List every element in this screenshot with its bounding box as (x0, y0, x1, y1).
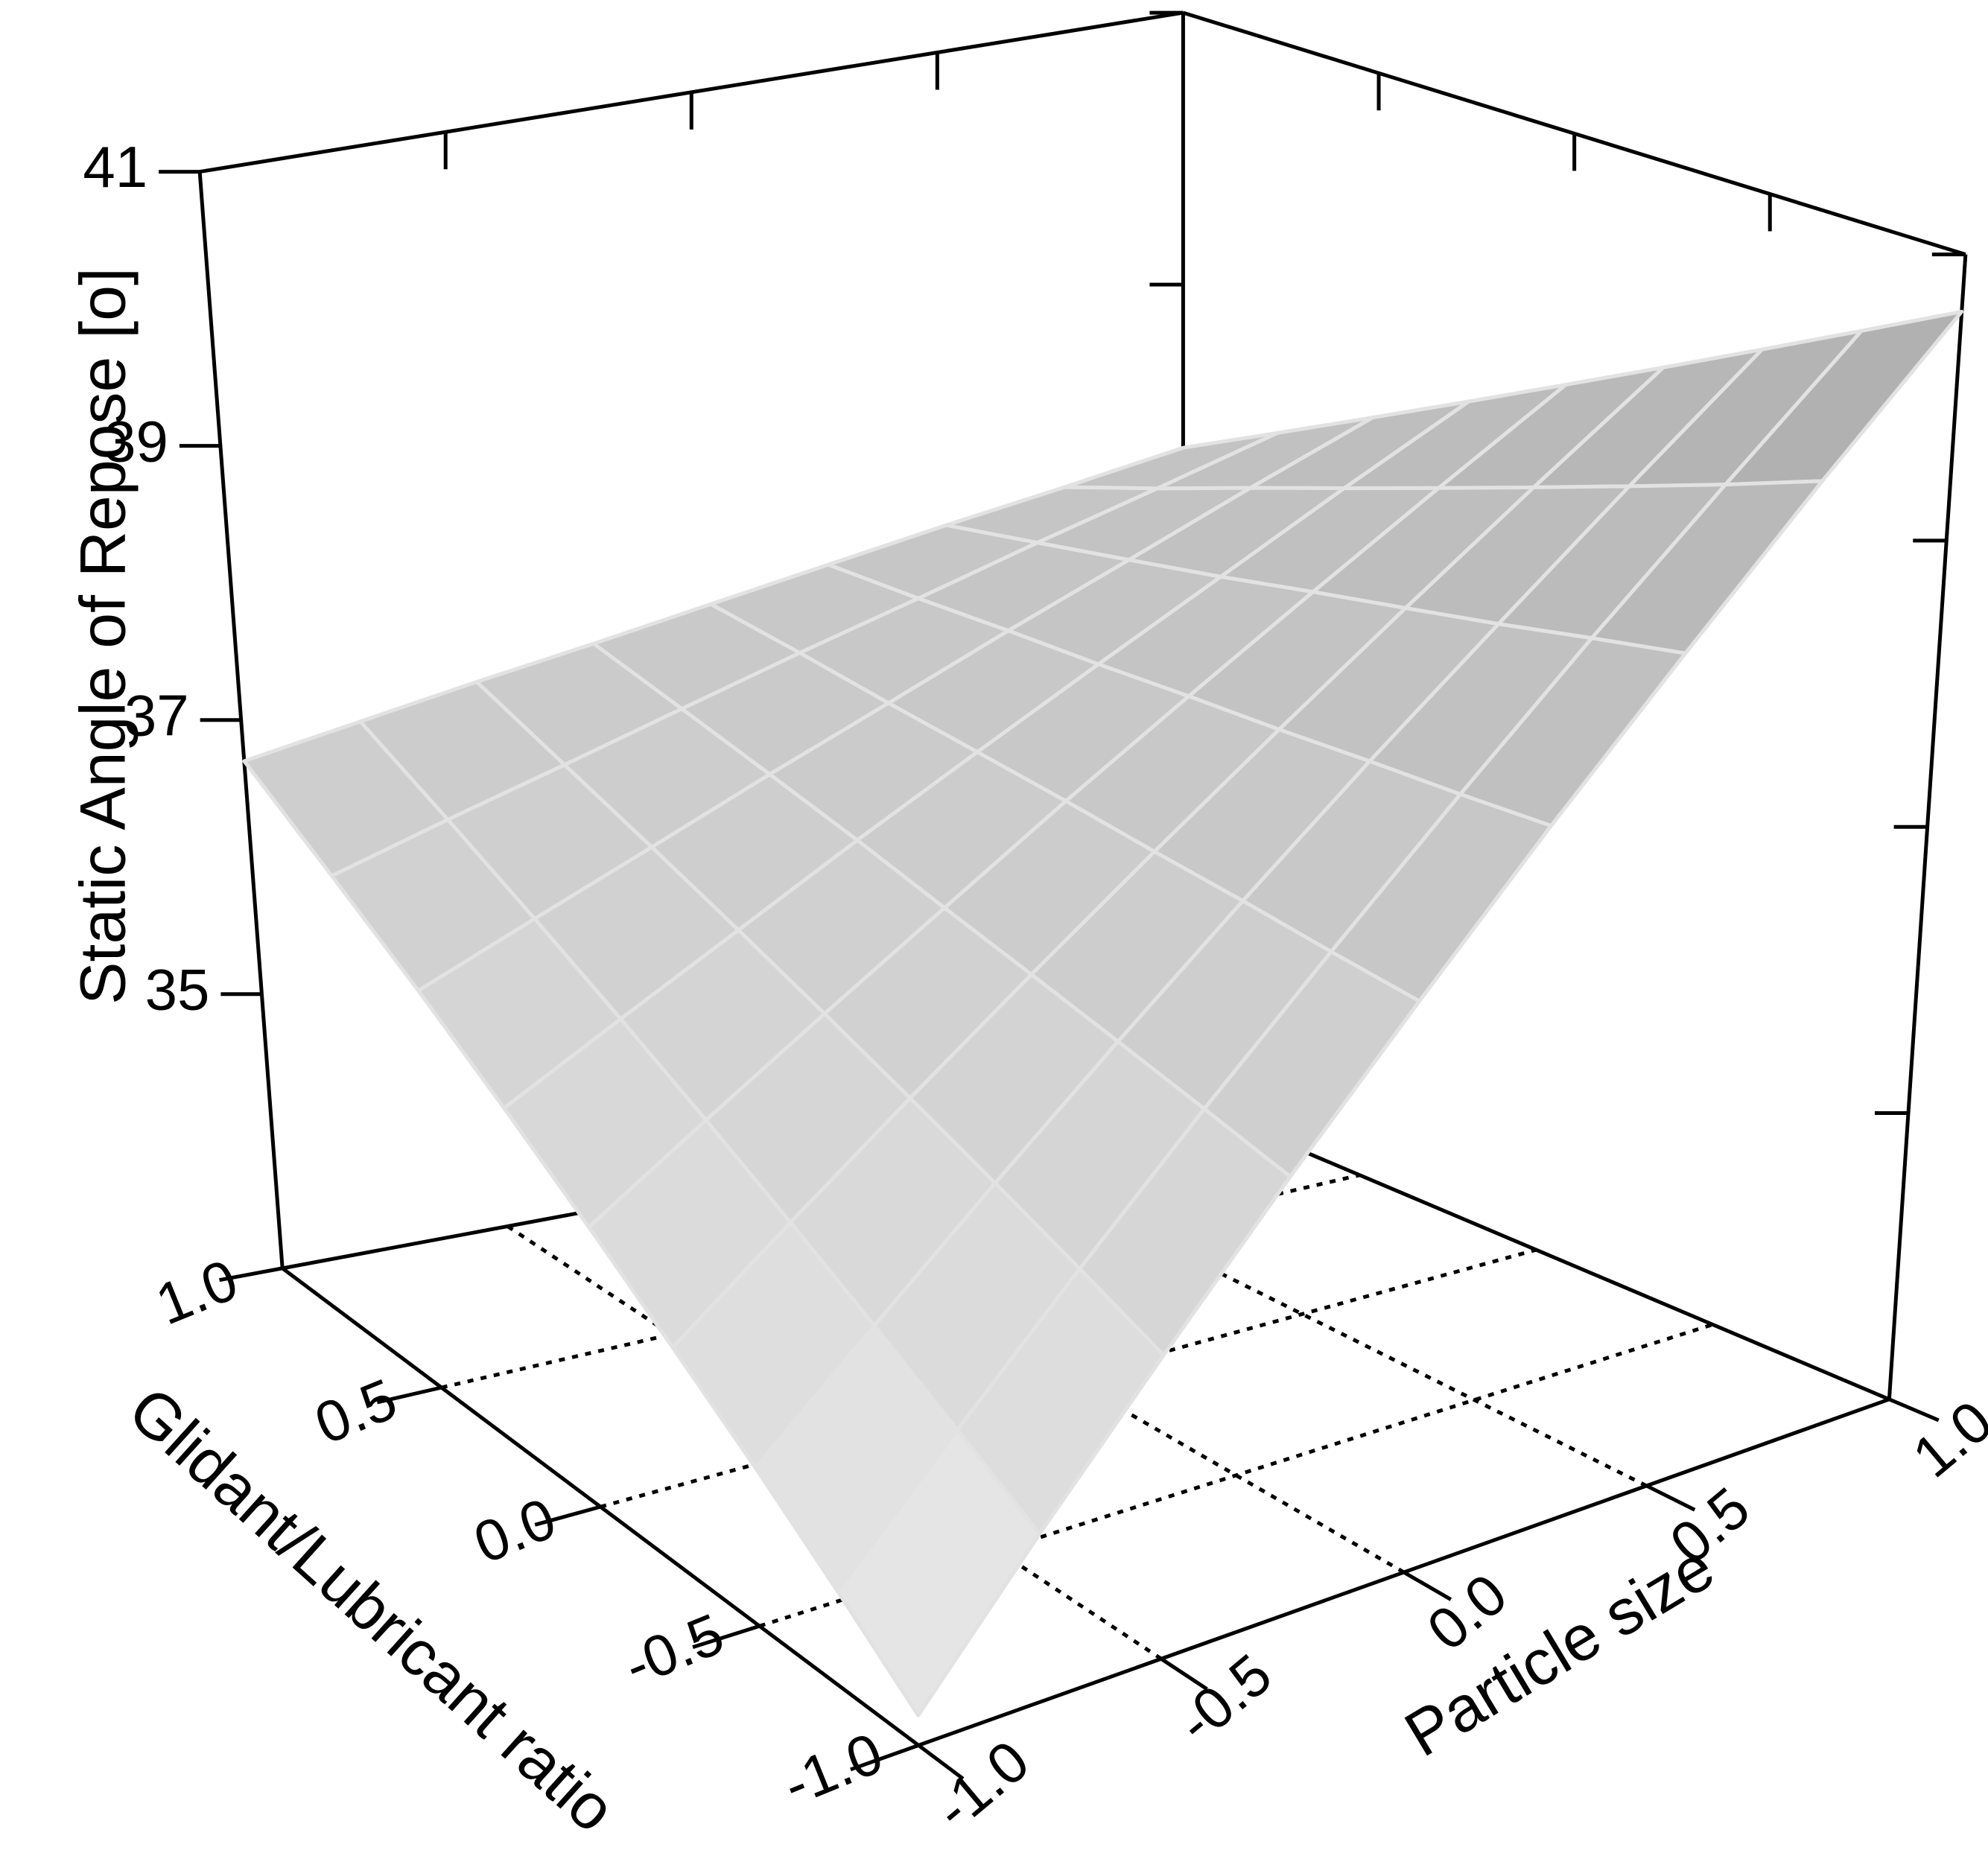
z-axis-title: Static Angle of Repose [o] (68, 267, 139, 1005)
surface-cell (835, 1428, 1042, 1717)
tick-mark (917, 1744, 965, 1781)
tick-mark (850, 1744, 920, 1772)
z-tick-label: 35 (145, 956, 210, 1022)
tick-mark (692, 1624, 760, 1649)
x-tick-label: -1.0 (922, 1728, 1041, 1843)
y-tick-label: 0.0 (465, 1485, 565, 1576)
tick-mark (534, 1504, 601, 1527)
y-tick-label: 1.0 (147, 1246, 247, 1337)
z-tick-label: 41 (83, 134, 147, 200)
y-tick-label: -0.5 (615, 1601, 733, 1699)
tick-mark (1645, 1484, 1696, 1512)
tick-mark (219, 1266, 283, 1283)
x-axis-title: Particle size (1393, 1531, 1726, 1770)
tick-mark (1888, 1397, 1940, 1423)
tick-mark (1403, 1570, 1452, 1601)
x-tick-label: 1.0 (1900, 1388, 1988, 1490)
box-edge (197, 171, 285, 1269)
y-tick-label: 0.5 (306, 1366, 406, 1457)
tick-mark (1160, 1657, 1208, 1691)
y-axis-title: Glidant/Lubricant ratio (115, 1373, 628, 1846)
x-tick-label: -0.5 (1165, 1642, 1284, 1756)
z-tick-label: 37 (124, 682, 189, 748)
y-tick-label: -1.0 (774, 1720, 892, 1818)
z-tick-label: 39 (104, 408, 168, 474)
tick-mark (376, 1385, 442, 1405)
